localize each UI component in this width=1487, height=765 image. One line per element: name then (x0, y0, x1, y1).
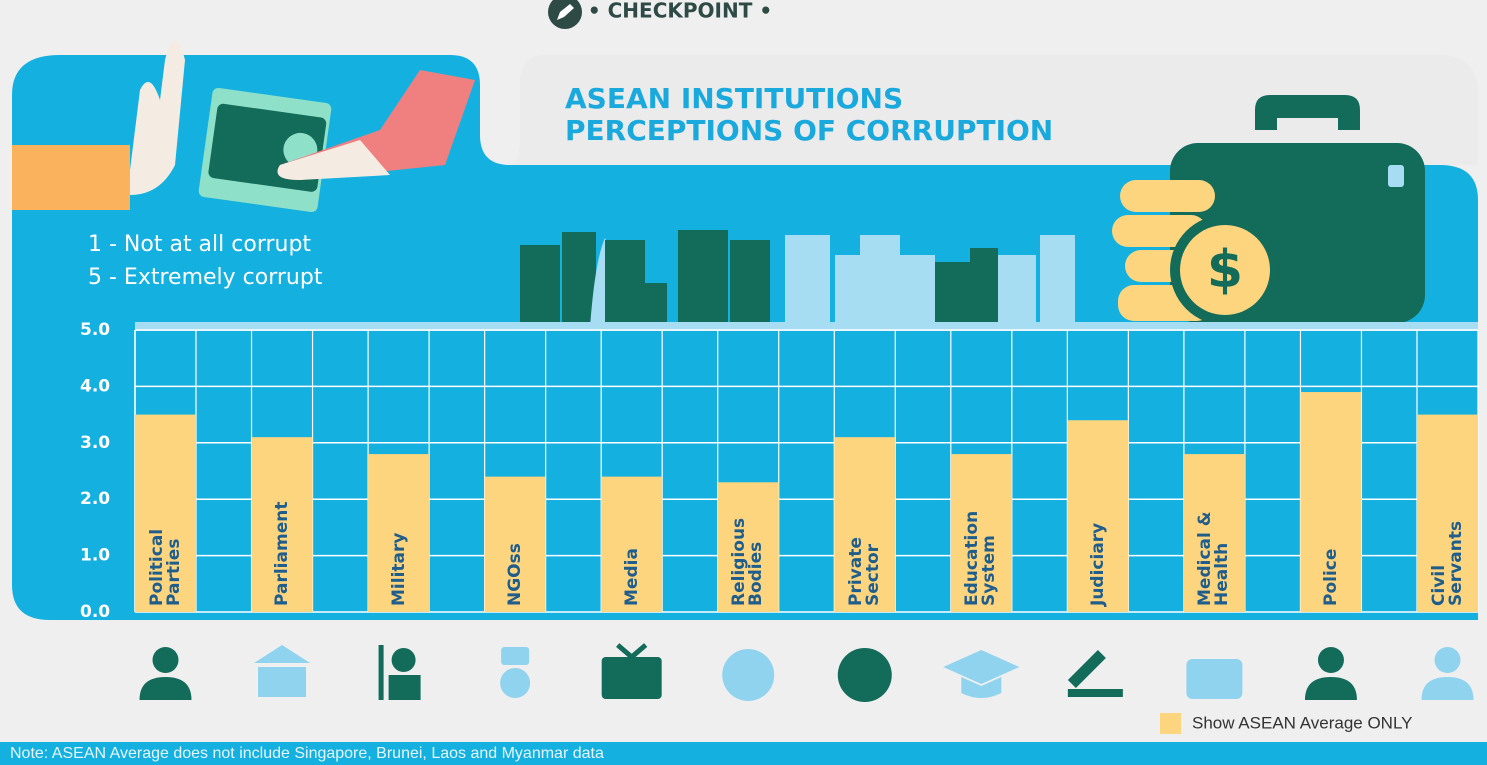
icon-part (140, 677, 192, 700)
icon-part (258, 667, 306, 697)
icon-part (1068, 650, 1106, 688)
legend-label[interactable]: Show ASEAN Average ONLY (1192, 713, 1413, 732)
y-tick-label: 5.0 (80, 320, 110, 340)
title-line: ASEAN INSTITUTIONS (565, 82, 903, 115)
y-tick-label: 1.0 (80, 546, 110, 566)
icon (254, 645, 310, 697)
x-tick-label: Military (376, 494, 422, 606)
icon-part (1068, 689, 1123, 697)
title-line: PERCEPTIONS OF CORRUPTION (565, 114, 1053, 147)
x-tick-label: Political Parties (143, 494, 189, 606)
icon-part (943, 650, 1019, 684)
icon-part (500, 668, 530, 698)
x-tick-label: Medical & Health (1191, 494, 1237, 606)
x-tick-label: NGOss (492, 494, 538, 606)
note: Note: ASEAN Average does not include Sin… (10, 745, 604, 762)
x-tick-label: Police (1308, 494, 1354, 606)
sleeve (12, 145, 130, 210)
icon-part (1305, 677, 1357, 700)
icon-part (389, 675, 421, 700)
icon-part (501, 647, 529, 665)
icon-part (254, 645, 310, 663)
icon (140, 647, 192, 700)
page: • CHECKPOINT • ASEAN INSTITUTIONS PERCEP… (0, 0, 1487, 765)
icon-part (1186, 659, 1242, 699)
icon (722, 649, 774, 701)
icon-part (1435, 647, 1461, 673)
y-tick-label: 0.0 (80, 602, 110, 622)
legend-swatch[interactable] (1160, 713, 1181, 734)
icon-part (379, 645, 384, 700)
icon (602, 645, 662, 699)
y-tick-label: 3.0 (80, 433, 110, 453)
icon (379, 645, 421, 700)
money (198, 87, 332, 213)
x-tick-label: Parliament (259, 494, 305, 606)
annotation: 5 - Extremely corrupt (88, 265, 323, 290)
x-tick-label: Civil Servants (1425, 494, 1471, 606)
chart: • CHECKPOINT • ASEAN INSTITUTIONS PERCEP… (0, 0, 1487, 765)
icon-part (1422, 677, 1474, 700)
x-tick-label: Religious Bodies (725, 494, 771, 606)
y-tick-label: 4.0 (80, 376, 110, 396)
x-tick-label: Private Sector (842, 494, 888, 606)
icon-part (618, 645, 646, 657)
icon-part (602, 657, 662, 699)
icon-part (1318, 647, 1344, 673)
y-tick-label: 2.0 (80, 489, 110, 509)
icon (838, 648, 892, 702)
x-tick-label: Media (609, 494, 655, 606)
x-tick-label: Judiciary (1075, 494, 1121, 606)
icon-part (722, 649, 774, 701)
x-tick-label: Education System (958, 494, 1004, 606)
icon (1068, 650, 1123, 697)
icon (500, 647, 530, 698)
icon (1422, 647, 1474, 700)
icon (1305, 647, 1357, 700)
header: • CHECKPOINT • (588, 0, 772, 23)
icon-part (838, 648, 892, 702)
dollar-icon: $ (1207, 240, 1243, 300)
icon (1186, 659, 1242, 699)
icon (943, 650, 1019, 698)
icon-part (153, 647, 179, 673)
annotation: 1 - Not at all corrupt (88, 232, 311, 257)
icon-part (392, 648, 416, 672)
